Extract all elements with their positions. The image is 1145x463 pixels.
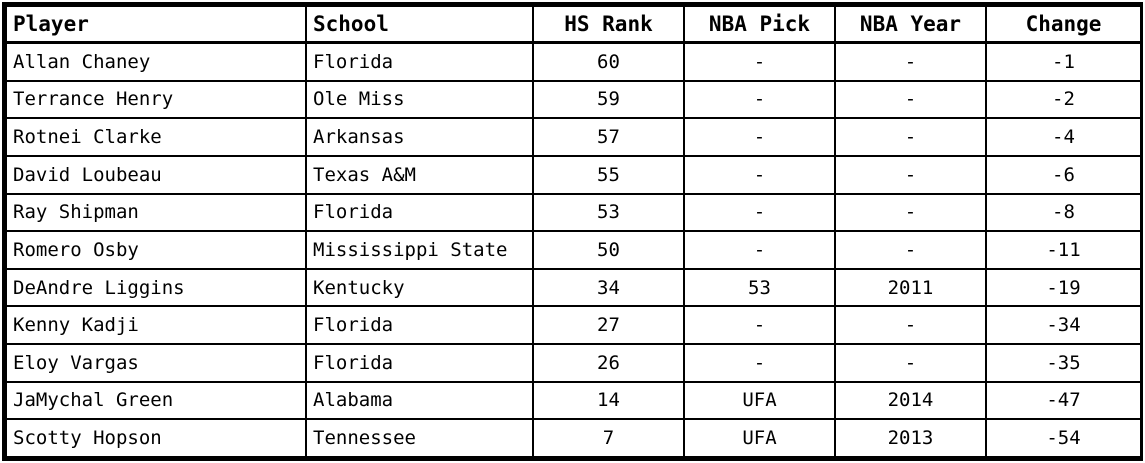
cell-player: David Loubeau [5, 154, 307, 195]
cell-hs-rank: 7 [532, 418, 685, 458]
cell-nba-year: - [834, 230, 987, 270]
cell-nba-pick: - [683, 41, 836, 82]
table-row: Romero Osby Mississippi State 50- - -11 [5, 230, 1142, 270]
cell-hs-rank: 50 [532, 230, 685, 270]
cell-player: DeAndre Liggins [5, 267, 307, 308]
table-row: Allan Chaney Florida 60- - -1 [5, 41, 1142, 82]
cell-nba-year: - [834, 41, 987, 82]
cell-school: Ole Miss [305, 79, 534, 120]
cell-school: Texas A&M [305, 154, 534, 195]
table-row: Kenny Kadji Florida 27- - -34 [5, 305, 1142, 346]
cell-school: Alabama [305, 380, 534, 421]
cell-school: Florida [305, 41, 534, 82]
cell-change: -4 [985, 117, 1142, 157]
column-header-nba-pick: NBA Pick [683, 5, 836, 44]
table-row: Scotty Hopson Tennessee 7 UFA 2013 -54 [5, 418, 1142, 458]
cell-player: Kenny Kadji [5, 305, 307, 346]
cell-school: Tennessee [305, 418, 534, 458]
cell-player: Scotty Hopson [5, 418, 307, 458]
column-header-player: Player [5, 5, 307, 44]
cell-school: Florida [305, 192, 534, 233]
cell-change: -11 [985, 230, 1142, 270]
column-header-hs-rank: HS Rank [532, 5, 685, 44]
cell-change: -1 [985, 41, 1142, 82]
cell-nba-year: - [834, 117, 987, 157]
cell-hs-rank: 34 [532, 267, 685, 308]
cell-nba-year: - [834, 192, 987, 233]
cell-nba-pick: - [683, 117, 836, 157]
cell-hs-rank: 55 [532, 154, 685, 195]
cell-school: Florida [305, 343, 534, 383]
cell-nba-year: - [834, 154, 987, 195]
cell-change: -19 [985, 267, 1142, 308]
cell-change: -47 [985, 380, 1142, 421]
cell-school: Arkansas [305, 117, 534, 157]
column-header-nba-year: NBA Year [834, 5, 987, 44]
cell-hs-rank: 14 [532, 380, 685, 421]
cell-player: Terrance Henry [5, 79, 307, 120]
table-header: Player School HS Rank NBA Pick NBA Year Chang… [5, 5, 1142, 44]
cell-change: -8 [985, 192, 1142, 233]
table-row: David Loubeau Texas A&M 55- - -6 [5, 154, 1142, 195]
cell-player: Romero Osby [5, 230, 307, 270]
cell-nba-pick: UFA [683, 380, 836, 421]
cell-nba-year: - [834, 305, 987, 346]
cell-nba-year: 2011 [834, 267, 987, 308]
cell-change: -34 [985, 305, 1142, 346]
cell-hs-rank: 59 [532, 79, 685, 120]
table-body: Allan Chaney Florida 60- - -1 Terrance Henry O… [5, 41, 1142, 458]
cell-nba-pick: - [683, 343, 836, 383]
header-row: Player School HS Rank NBA Pick NBA Year Chang… [5, 5, 1142, 44]
column-header-change: Change [985, 5, 1142, 44]
cell-school: Florida [305, 305, 534, 346]
cell-nba-year: - [834, 79, 987, 120]
cell-hs-rank: 27 [532, 305, 685, 346]
cell-change: -35 [985, 343, 1142, 383]
cell-school: Kentucky [305, 267, 534, 308]
cell-player: Ray Shipman [5, 192, 307, 233]
cell-nba-year: - [834, 343, 987, 383]
cell-nba-pick: - [683, 154, 836, 195]
cell-player: Allan Chaney [5, 41, 307, 82]
cell-change: -2 [985, 79, 1142, 120]
cell-nba-pick: - [683, 79, 836, 120]
cell-change: -6 [985, 154, 1142, 195]
cell-nba-pick: - [683, 230, 836, 270]
column-header-school: School [305, 5, 534, 44]
cell-nba-year: 2014 [834, 380, 987, 421]
cell-player: Eloy Vargas [5, 343, 307, 383]
cell-hs-rank: 53 [532, 192, 685, 233]
table-row: DeAndre Liggins Kentucky 34 53 2011 -19 [5, 267, 1142, 308]
cell-hs-rank: 60 [532, 41, 685, 82]
table-row: Eloy Vargas Florida 26- - -35 [5, 343, 1142, 383]
cell-school: Mississippi State [305, 230, 534, 270]
players-table: Player School HS Rank NBA Pick NBA Year Chang… [5, 5, 1142, 458]
table-row: Rotnei Clarke Arkansas 57- - -4 [5, 117, 1142, 157]
cell-hs-rank: 26 [532, 343, 685, 383]
cell-player: Rotnei Clarke [5, 117, 307, 157]
cell-nba-pick: - [683, 192, 836, 233]
cell-hs-rank: 57 [532, 117, 685, 157]
table-row: JaMychal Green Alabama 14 UFA 2014 -47 [5, 380, 1142, 421]
cell-nba-pick: UFA [683, 418, 836, 458]
cell-change: -54 [985, 418, 1142, 458]
cell-nba-year: 2013 [834, 418, 987, 458]
cell-nba-pick: - [683, 305, 836, 346]
cell-nba-pick: 53 [683, 267, 836, 308]
table-row: Ray Shipman Florida 53- - -8 [5, 192, 1142, 233]
cell-player: JaMychal Green [5, 380, 307, 421]
table-row: Terrance Henry Ole Miss 59- - -2 [5, 79, 1142, 120]
